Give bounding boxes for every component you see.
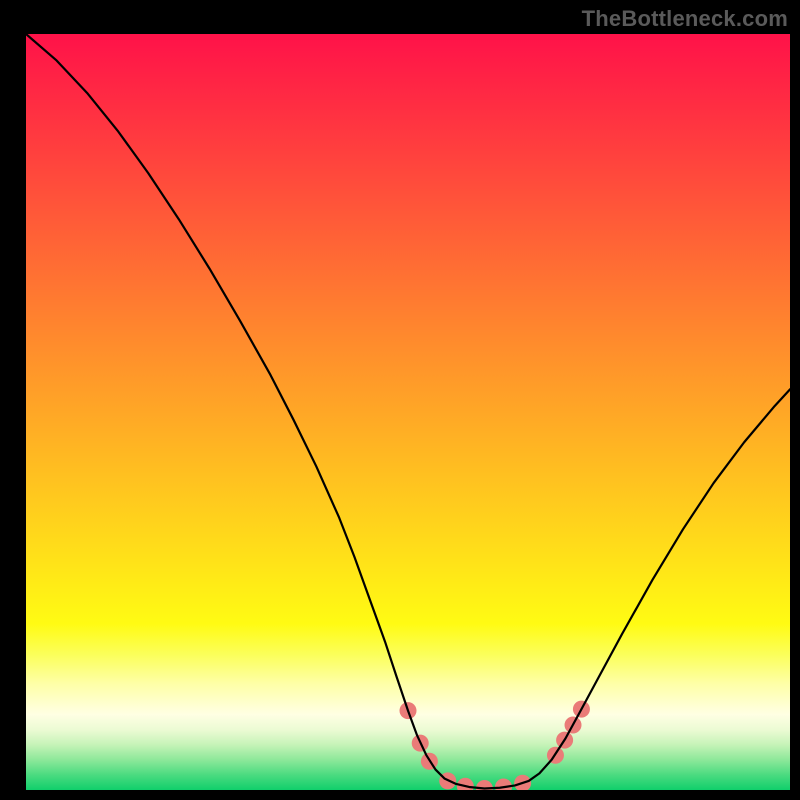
chart-plot-area bbox=[26, 34, 790, 790]
bottleneck-curve-path bbox=[26, 34, 790, 788]
bottleneck-curve-svg bbox=[26, 34, 790, 790]
watermark-text: TheBottleneck.com bbox=[582, 6, 788, 32]
